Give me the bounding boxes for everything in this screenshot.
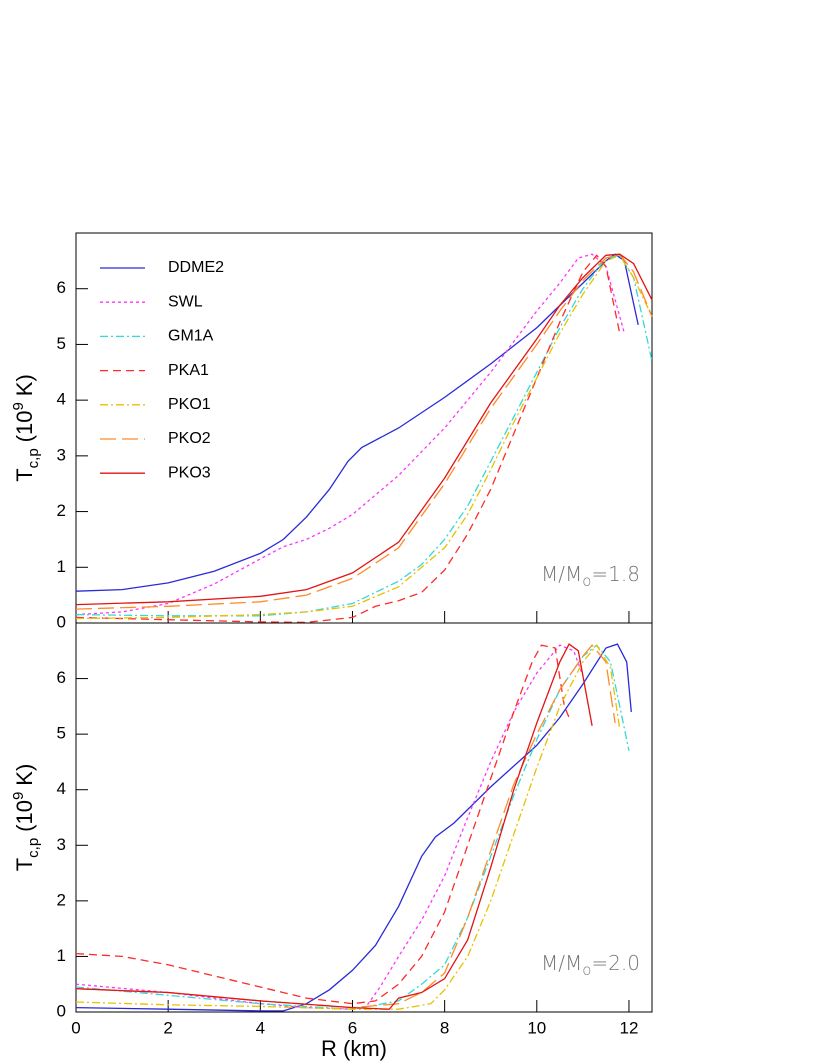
y-label-pre: (10 <box>12 411 37 443</box>
y-tick-label: 0 <box>57 1001 66 1020</box>
legend-label: SWL <box>168 293 203 310</box>
annotation-main: M/M <box>541 562 582 586</box>
annotation-sub: o <box>582 961 591 979</box>
y-tick-label: 4 <box>57 779 66 798</box>
y-label-post: K) <box>12 764 37 786</box>
y-tick-label: 5 <box>57 334 66 353</box>
legend-label: DDME2 <box>168 259 224 276</box>
x-tick-label: 6 <box>348 1018 357 1037</box>
series-line <box>75 644 621 1010</box>
annotation: M/Mo=2.0 <box>541 951 640 979</box>
y-label-sup: 9 <box>10 792 27 800</box>
annotation-sub: o <box>582 572 591 590</box>
legend-label: PKO3 <box>168 464 211 481</box>
y-axis-label: Tc,p (109 K) <box>10 764 42 872</box>
legend-label: GM1A <box>168 328 214 345</box>
annotation-main: M/M <box>541 951 582 975</box>
series-line <box>75 254 653 620</box>
series-line <box>75 643 593 1010</box>
annotation-post: =1.8 <box>591 562 640 586</box>
y-label-sup: 9 <box>10 402 27 410</box>
series-line <box>75 253 653 606</box>
y-tick-label: 0 <box>57 612 66 631</box>
x-tick-label: 8 <box>440 1018 449 1037</box>
y-tick-label: 6 <box>57 278 66 297</box>
series-line <box>75 253 626 616</box>
annotation-post: =2.0 <box>591 951 640 975</box>
legend-label: PKO2 <box>168 430 211 447</box>
series-line <box>75 253 653 610</box>
y-tick-label: 2 <box>57 890 66 909</box>
series-line <box>75 644 570 1005</box>
y-tick-label: 5 <box>57 724 66 743</box>
x-axis-label: R (km) <box>321 1036 387 1061</box>
x-tick-label: 12 <box>619 1018 638 1037</box>
series-line <box>75 253 639 592</box>
x-tick-label: 2 <box>163 1018 172 1037</box>
y-tick-label: 1 <box>57 946 66 965</box>
y-axis-label: Tc,p (109 K) <box>10 374 42 482</box>
annotation: M/Mo=1.8 <box>541 562 640 590</box>
series-line <box>75 644 616 1009</box>
y-tick-label: 2 <box>57 501 66 520</box>
y-label-sub: c,p <box>25 838 42 858</box>
y-tick-label: 6 <box>57 668 66 687</box>
series-line <box>75 644 630 1010</box>
y-label-main: T <box>12 468 37 481</box>
legend-label: PKA1 <box>168 362 209 379</box>
plot-frame <box>75 622 653 1013</box>
y-label-sub: c,p <box>25 448 42 468</box>
x-tick-label: 0 <box>71 1018 80 1037</box>
y-label-pre: (10 <box>12 800 37 832</box>
y-tick-label: 1 <box>57 557 66 576</box>
x-tick-label: 10 <box>527 1018 546 1037</box>
y-tick-label: 3 <box>57 445 66 464</box>
y-label-main: T <box>12 858 37 871</box>
y-tick-label: 4 <box>57 390 66 409</box>
series-line <box>75 644 584 1010</box>
series-line <box>75 254 621 624</box>
y-tick-label: 3 <box>57 835 66 854</box>
x-tick-label: 4 <box>256 1018 265 1037</box>
legend-label: PKO1 <box>168 396 211 413</box>
y-label-post: K) <box>12 374 37 396</box>
